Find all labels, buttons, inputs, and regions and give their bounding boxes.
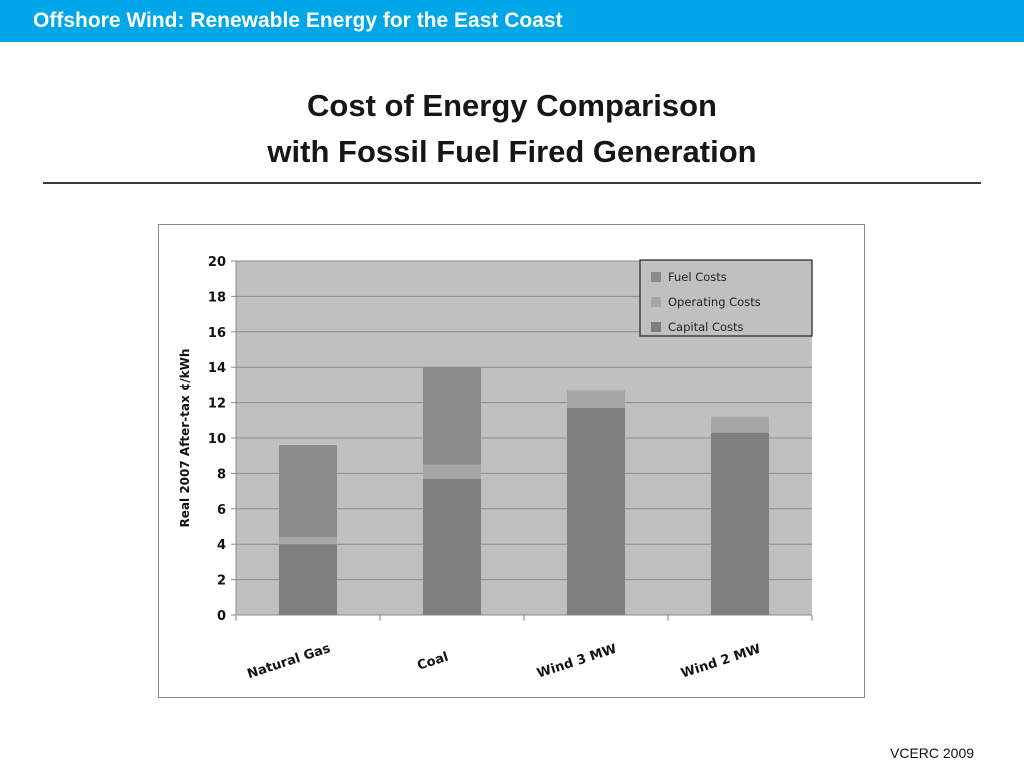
title-divider <box>43 182 981 184</box>
y-tick-label: 14 <box>208 361 226 376</box>
bar-segment-capital-costs <box>711 432 769 615</box>
y-tick-label: 18 <box>208 290 226 305</box>
y-tick-label: 10 <box>208 432 226 447</box>
bar-segment-operating-costs <box>711 416 769 433</box>
legend-box <box>639 259 813 337</box>
y-tick-label: 20 <box>208 255 226 270</box>
bar-segment-capital-costs <box>279 544 337 615</box>
legend-label-capital-costs: Capital Costs <box>668 320 744 334</box>
slide-title-line-2: with Fossil Fuel Fired Generation <box>267 134 757 169</box>
y-tick-label: 4 <box>217 538 226 553</box>
legend-swatch-fuel-costs <box>651 272 661 282</box>
header-bar: Offshore Wind: Renewable Energy for the … <box>0 0 1024 42</box>
legend-label-fuel-costs: Fuel Costs <box>668 270 727 284</box>
x-category-label: Wind 3 MW <box>535 642 618 682</box>
y-tick-label: 0 <box>217 609 226 624</box>
y-tick-label: 2 <box>217 574 226 589</box>
y-tick-label: 6 <box>217 503 226 518</box>
x-category-label: Coal <box>416 650 451 674</box>
bar-segment-operating-costs <box>279 537 337 545</box>
cost-comparison-chart: 0 2 4 6 8 10 12 14 16 18 20 Natural Gas Coal Wind 3 M… <box>178 255 813 682</box>
y-axis-title: Real 2007 After-tax ¢/kWh <box>178 349 192 528</box>
footer-credit: VCERC 2009 <box>890 745 975 761</box>
bar-segment-operating-costs <box>423 464 481 479</box>
legend-swatch-capital-costs <box>651 322 661 332</box>
bar-segment-operating-costs <box>567 390 625 408</box>
y-tick-label: 16 <box>208 326 226 341</box>
bar-segment-fuel-costs <box>423 367 481 465</box>
bar-segment-capital-costs <box>567 407 625 615</box>
header-title: Offshore Wind: Renewable Energy for the … <box>33 9 563 32</box>
legend-swatch-operating-costs <box>651 297 661 307</box>
x-category-label: Natural Gas <box>245 641 332 682</box>
bar-segment-fuel-costs <box>279 445 337 538</box>
y-tick-label: 12 <box>208 397 226 412</box>
x-category-label: Wind 2 MW <box>679 642 762 682</box>
bar-segment-capital-costs <box>423 478 481 615</box>
slide-title-line-1: Cost of Energy Comparison <box>307 88 717 123</box>
y-tick-label: 8 <box>217 467 226 482</box>
legend-label-operating-costs: Operating Costs <box>668 295 761 309</box>
chart-frame: 0 2 4 6 8 10 12 14 16 18 20 Natural Gas Coal Wind 3 M… <box>158 224 865 698</box>
